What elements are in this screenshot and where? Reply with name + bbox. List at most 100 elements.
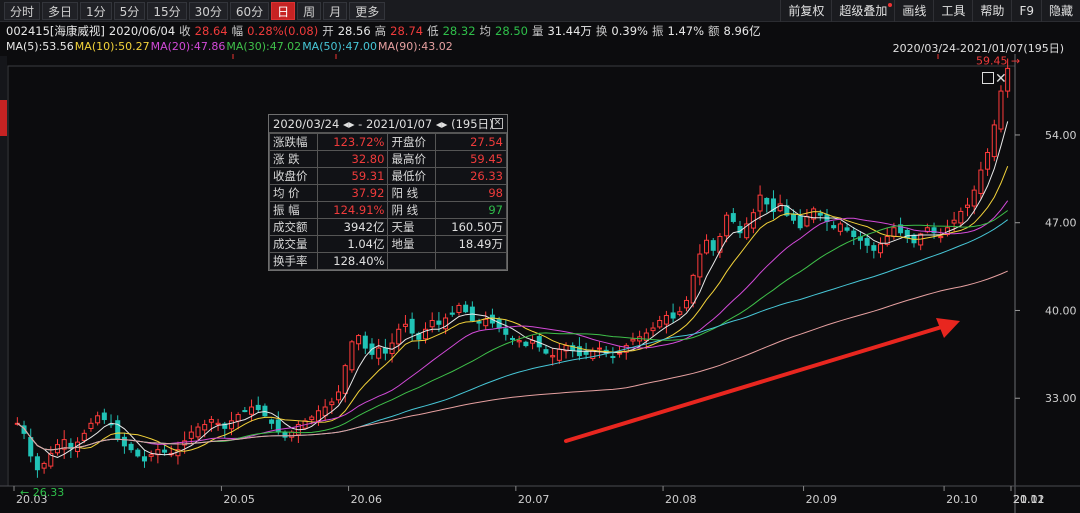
high-label: 高 bbox=[374, 24, 387, 38]
candle-body bbox=[556, 348, 562, 361]
candle-body bbox=[115, 420, 121, 439]
stats-value: 18.49万 bbox=[434, 235, 508, 253]
x-tick-label: 20.05 bbox=[223, 493, 255, 506]
candle-body bbox=[456, 304, 462, 313]
quote-bar: 002415[海康威视] 2020/06/04 收 28.64 幅 0.28%(0.… bbox=[0, 22, 1080, 40]
toolbar-button-4[interactable]: 帮助 bbox=[972, 0, 1011, 22]
stats-value: 160.50万 bbox=[434, 218, 508, 236]
stats-value: 27.54 bbox=[434, 133, 508, 151]
vol-label: 量 bbox=[531, 24, 544, 38]
candle-body bbox=[48, 452, 54, 467]
period-tab-1[interactable]: 多日 bbox=[42, 1, 79, 20]
candle-body bbox=[128, 443, 134, 451]
range-tag: 2020/03/24-2021/01/07(195日) bbox=[892, 42, 1064, 55]
period-tab-3[interactable]: 5分 bbox=[113, 1, 146, 20]
kline-chart[interactable]: 54.00 47.00 40.00 33.00 20.03 20.05 20.06 20.07… bbox=[0, 54, 1080, 513]
low-label: 低 bbox=[427, 24, 439, 38]
left-side-marker[interactable] bbox=[0, 100, 7, 136]
stats-key: 最低价 bbox=[387, 167, 436, 185]
change-value: 0.28%(0.08) bbox=[247, 24, 319, 38]
close-icon[interactable]: ✕ bbox=[492, 118, 503, 129]
candle-body bbox=[362, 335, 368, 349]
stats-row: 成交额 3942亿 天量 160.50万 bbox=[269, 218, 508, 236]
stats-value: 26.33 bbox=[434, 167, 508, 185]
period-tab-4[interactable]: 15分 bbox=[147, 1, 187, 20]
candle-body bbox=[770, 198, 776, 212]
candle-body bbox=[878, 243, 884, 254]
candle-body bbox=[34, 456, 40, 471]
candle-body bbox=[81, 432, 87, 441]
candle-body bbox=[730, 213, 736, 222]
candle-body bbox=[423, 328, 429, 340]
candle-body bbox=[249, 406, 255, 415]
candle-body bbox=[871, 245, 877, 251]
stats-row: 振 幅 124.91% 阴 线 97 bbox=[269, 201, 508, 219]
toolbar-button-6[interactable]: 隐藏 bbox=[1040, 0, 1080, 22]
restore-icon[interactable] bbox=[982, 72, 994, 84]
period-tab-2[interactable]: 1分 bbox=[80, 1, 112, 20]
toolbar-button-3[interactable]: 工具 bbox=[933, 0, 972, 22]
candle-body bbox=[717, 236, 723, 253]
stats-key: 振 幅 bbox=[269, 201, 318, 219]
ma-legend-item-1: MA(10):50.27 bbox=[74, 40, 150, 53]
ma-legend-item-0: MA(5):53.56 bbox=[6, 40, 74, 53]
candle-body bbox=[951, 219, 957, 224]
candle-body bbox=[509, 337, 516, 340]
stats-key: 收盘价 bbox=[269, 167, 318, 185]
range-stats-title: 2020/03/24 ◂▸ - 2021/01/07 ◂▸ (195日) bbox=[273, 117, 494, 131]
period-tab-9[interactable]: 月 bbox=[323, 1, 348, 20]
x-tick-label: 20.06 bbox=[351, 493, 383, 506]
stats-value: 37.92 bbox=[316, 184, 389, 202]
stats-value: 123.72% bbox=[316, 133, 389, 151]
amount-value: 8.96亿 bbox=[723, 24, 761, 38]
x-tick-label: 20.03 bbox=[16, 493, 48, 506]
candle-body bbox=[28, 437, 34, 457]
candle-body bbox=[650, 327, 656, 332]
ma-line-20 bbox=[17, 200, 1009, 451]
candle-body bbox=[101, 412, 107, 421]
candle-body bbox=[998, 90, 1004, 130]
candle-body bbox=[443, 317, 449, 330]
period-tab-5[interactable]: 30分 bbox=[188, 1, 228, 20]
candle-body bbox=[141, 456, 147, 462]
stats-row: 均 价 37.92 阳 线 98 bbox=[269, 184, 508, 202]
period-tab-0[interactable]: 分时 bbox=[4, 1, 41, 20]
candle-body bbox=[617, 352, 623, 355]
candle-body bbox=[683, 299, 689, 309]
y-tick-label: 54.00 bbox=[1045, 129, 1077, 142]
stock-code-name[interactable]: 002415[海康威视] bbox=[6, 24, 105, 38]
period-tab-6[interactable]: 60分 bbox=[229, 1, 270, 20]
y-tick-label: 47.00 bbox=[1045, 217, 1077, 230]
period-tab-10[interactable]: 更多 bbox=[349, 1, 386, 20]
candle-body bbox=[864, 238, 870, 246]
stats-row: 收盘价 59.31 最低价 26.33 bbox=[269, 167, 508, 185]
candle-body bbox=[41, 462, 47, 469]
toolbar-button-0[interactable]: 前复权 bbox=[780, 0, 831, 22]
candle-body bbox=[215, 422, 221, 425]
amp-label: 振 bbox=[651, 24, 664, 38]
stats-row: 涨跌幅 123.72% 开盘价 27.54 bbox=[269, 133, 508, 151]
toolbar-button-1[interactable]: 超级叠加 bbox=[831, 0, 894, 22]
avg-value: 28.50 bbox=[495, 24, 528, 38]
period-tab-8[interactable]: 周 bbox=[297, 1, 322, 20]
candle-body bbox=[744, 223, 750, 239]
period-tab-7[interactable]: 日 bbox=[271, 1, 296, 20]
stats-key: 成交量 bbox=[269, 235, 318, 253]
candle-body bbox=[182, 440, 188, 446]
stats-key: 阴 线 bbox=[387, 201, 436, 219]
candle-body bbox=[811, 208, 817, 220]
ma-legend-item-2: MA(20):47.86 bbox=[150, 40, 226, 53]
toolbar-button-2[interactable]: 画线 bbox=[894, 0, 933, 22]
candle-body bbox=[349, 341, 355, 371]
stats-key: 地量 bbox=[387, 235, 436, 253]
stats-value: 128.40% bbox=[316, 252, 389, 270]
candle-body bbox=[991, 124, 997, 158]
ma-line-30 bbox=[17, 210, 1008, 451]
candle-body bbox=[677, 311, 683, 315]
toolbar-right-buttons: 前复权 超级叠加 画线 工具 帮助 F9 隐藏 bbox=[780, 0, 1080, 22]
close-icon[interactable]: ✕ bbox=[995, 71, 1007, 87]
toolbar-button-5[interactable]: F9 bbox=[1011, 0, 1041, 22]
candle-body bbox=[797, 215, 803, 229]
stats-value: 32.80 bbox=[316, 150, 389, 168]
candle-body bbox=[61, 439, 67, 450]
